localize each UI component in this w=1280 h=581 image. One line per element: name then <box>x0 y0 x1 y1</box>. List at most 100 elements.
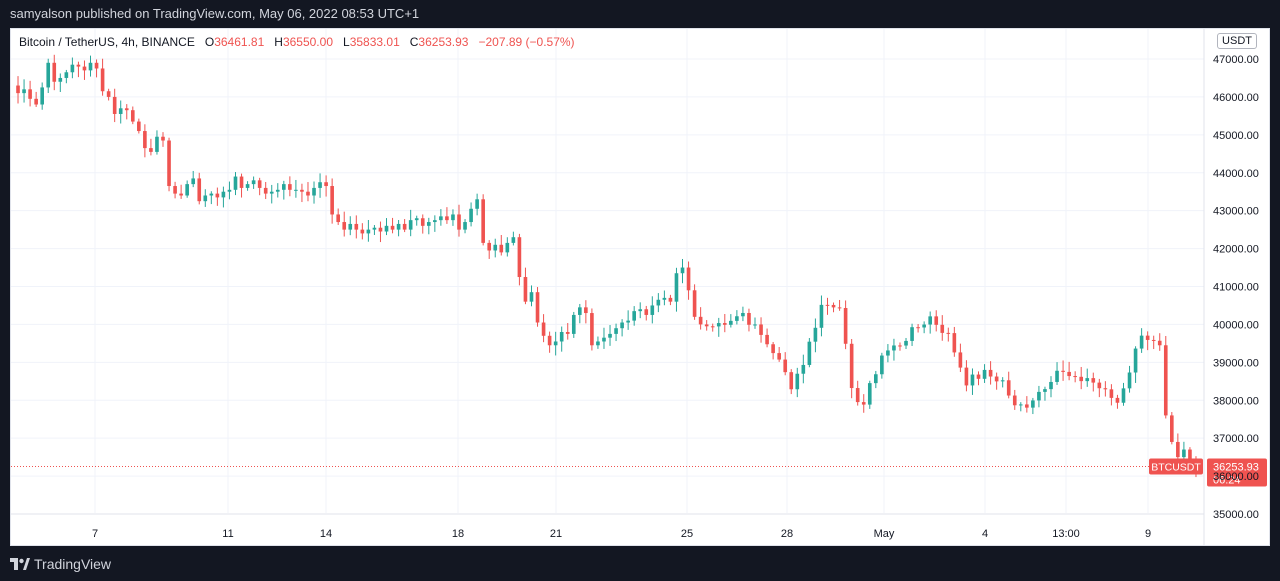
candle-body <box>952 333 957 353</box>
candle <box>481 194 485 246</box>
candle <box>505 237 510 257</box>
candle <box>76 61 81 78</box>
candle <box>535 287 540 327</box>
candle-body <box>523 277 528 302</box>
candle <box>263 181 268 200</box>
candle-body <box>789 372 794 390</box>
candle-body <box>904 340 908 346</box>
candle <box>970 368 975 395</box>
candle <box>771 341 775 360</box>
candle <box>233 172 238 196</box>
candle-body <box>191 178 196 185</box>
candle <box>348 216 353 236</box>
candle-body <box>143 131 147 149</box>
candle-body <box>704 324 709 327</box>
candle-body <box>336 214 340 223</box>
x-tick-label: 7 <box>92 528 98 540</box>
candle <box>197 172 202 205</box>
candle <box>396 219 401 237</box>
candle <box>1139 328 1144 353</box>
candle-body <box>898 345 902 347</box>
candle <box>34 91 38 107</box>
symbol-tag-bg <box>1149 458 1203 475</box>
symbol-description[interactable]: Bitcoin / TetherUS, 4h, BINANCE <box>19 35 195 49</box>
candle <box>668 294 673 306</box>
candle-body <box>402 223 407 230</box>
candle <box>215 187 220 206</box>
candle-body <box>1049 381 1053 390</box>
candle <box>1121 382 1126 406</box>
candle-body <box>578 307 582 315</box>
candle <box>741 306 745 322</box>
candle-body <box>861 402 866 405</box>
candle-body <box>831 304 836 308</box>
candle-body <box>167 140 171 187</box>
candle-body <box>795 373 800 390</box>
candle-body <box>626 320 630 323</box>
candle-body <box>439 216 443 221</box>
candle-body <box>656 299 661 306</box>
candle <box>354 215 359 239</box>
candle-body <box>602 337 606 342</box>
candle <box>1115 394 1120 409</box>
candle <box>420 214 425 234</box>
candle-body <box>753 324 757 326</box>
candle-body <box>644 309 649 315</box>
candle <box>124 104 129 120</box>
candle <box>1012 389 1017 410</box>
candle-body <box>970 374 975 386</box>
candle <box>632 306 636 326</box>
candle-body <box>1067 371 1071 377</box>
candle-body <box>1097 382 1102 389</box>
candle-body <box>360 229 365 234</box>
chart-panel[interactable]: BTCUSDT 36253.93 06:24 35000.00 36000.00 370… <box>10 28 1270 546</box>
candle-body <box>445 216 449 221</box>
candle-body <box>801 364 806 374</box>
candle-body <box>825 304 830 306</box>
published-text: samyalson published on TradingView.com, … <box>10 6 420 21</box>
candle-body <box>130 110 135 122</box>
candle <box>523 267 528 305</box>
candle-body <box>1073 376 1077 378</box>
candle <box>52 54 57 91</box>
candle <box>825 297 830 315</box>
candle-body <box>837 307 842 309</box>
grid-lines <box>11 29 1204 515</box>
candle <box>541 314 546 343</box>
candle-body <box>245 184 250 188</box>
candle <box>1109 384 1114 406</box>
candle <box>982 364 987 383</box>
candle-body <box>179 193 183 196</box>
x-tick-label: 14 <box>320 528 332 540</box>
candle-body <box>571 314 576 334</box>
y-tick-label: 38000.00 <box>1213 395 1259 407</box>
candle-body <box>1018 404 1023 406</box>
candle-body <box>892 345 896 351</box>
x-tick-label: 25 <box>681 528 693 540</box>
x-tick-label: 13:00 <box>1052 528 1080 540</box>
candle <box>22 79 26 103</box>
candle <box>1018 402 1023 412</box>
candle <box>620 319 624 337</box>
candle-body <box>209 193 214 196</box>
candle <box>191 170 196 188</box>
candle-body <box>940 324 945 333</box>
candle-body <box>553 341 558 346</box>
candle <box>1061 360 1065 381</box>
candle <box>408 209 413 237</box>
candle-body <box>668 297 673 302</box>
candles <box>16 54 1198 478</box>
currency-button[interactable]: USDT <box>1217 33 1257 49</box>
footer-brand[interactable]: TradingView <box>10 553 111 575</box>
y-tick-label: 45000.00 <box>1213 130 1259 142</box>
y-tick-label: 35000.00 <box>1213 509 1259 521</box>
candle-body <box>275 189 280 192</box>
candle-body <box>511 237 516 243</box>
candle-body <box>106 91 111 97</box>
candle-body <box>469 208 473 223</box>
candle <box>185 180 189 198</box>
candle <box>831 302 836 313</box>
candle-body <box>233 176 238 190</box>
